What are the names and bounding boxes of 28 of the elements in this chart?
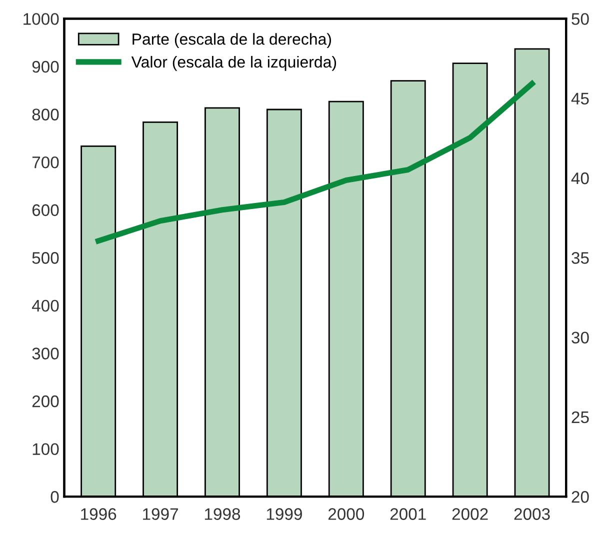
y2-tick-label: 30: [572, 332, 589, 344]
legend-label: Valor (escala de la izquierda): [131, 56, 336, 71]
y2-tick-label: 25: [572, 411, 589, 424]
y-tick-label: 900: [32, 60, 59, 73]
y-tick-label: 800: [32, 108, 59, 120]
x-tick-label: 2002: [452, 508, 488, 520]
y-tick-label: 700: [32, 156, 59, 168]
x-tick-label: 1996: [81, 508, 116, 520]
y-tick-label: 300: [32, 348, 59, 360]
y-tick-label: 600: [32, 204, 59, 216]
y2-tick-label: 20: [572, 491, 589, 503]
y2-tick-label: 40: [571, 172, 589, 184]
y2-tick-label: 35: [572, 252, 589, 264]
x-tick-label: 1997: [143, 508, 178, 520]
x-tick-label: 2001: [390, 508, 426, 520]
x-tick-label: 1998: [204, 508, 240, 520]
y-tick-label: 0: [50, 491, 59, 503]
y-tick-label: 100: [32, 443, 59, 456]
y-tick-label: 1000: [24, 13, 59, 25]
y2-tick-label: 50: [572, 13, 589, 25]
y-tick-label: 500: [32, 252, 59, 264]
x-tick-label: 2000: [328, 508, 364, 520]
y2-tick-label: 45: [571, 92, 589, 105]
y-tick-label: 200: [32, 395, 59, 408]
y-tick-label: 400: [32, 300, 59, 312]
x-tick-label: 2003: [514, 508, 550, 520]
legend-label: Parte (escala de la derecha): [132, 33, 332, 48]
x-tick-label: 1999: [266, 508, 302, 520]
